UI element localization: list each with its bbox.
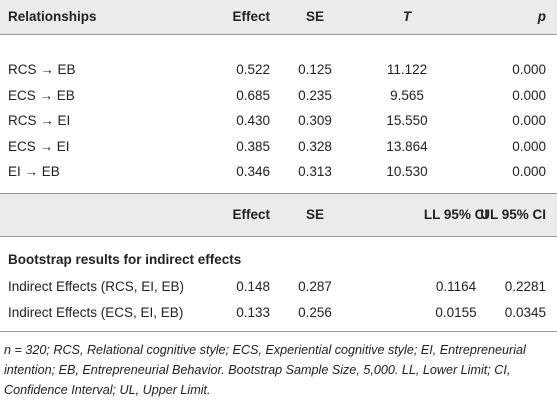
table-cell: 0.000 — [512, 164, 546, 179]
table-cell: ECS → EB — [8, 87, 75, 103]
table-cell: 0.309 — [298, 113, 332, 128]
table-cell: RCS → EB — [8, 62, 76, 77]
table-cell: 0.685 — [236, 87, 270, 103]
section-title: Bootstrap results for indirect effects — [8, 252, 242, 267]
subheader-cell: SE — [305, 207, 325, 222]
header-cell: T — [402, 9, 412, 24]
subheader-band — [0, 194, 557, 236]
subheader-cell: UL 95% CI — [480, 207, 546, 222]
table-cell: Indirect Effects (RCS, EI, EB) — [8, 279, 185, 294]
table-cell: EI → EB — [8, 164, 60, 179]
table-cell: 0.000 — [512, 138, 546, 154]
table-cell: 13.864 — [386, 138, 428, 154]
table-cell: RCS → EI — [8, 113, 71, 128]
footnote: n = 320; RCS, Relational cognitive style… — [4, 343, 526, 397]
header-cell: Effect — [232, 9, 270, 24]
table-cell: 10.530 — [386, 164, 428, 179]
subheader-cell: LL 95% CI — [423, 207, 489, 222]
table-cell: 0.346 — [236, 164, 270, 179]
table-cell: 9.565 — [390, 87, 424, 103]
header-cell: p — [537, 9, 546, 24]
table-cell: ECS → EI — [8, 138, 70, 154]
header-cell: Relationships — [8, 9, 97, 24]
table-cell: 0.328 — [298, 138, 332, 154]
table-cell: 0.0155 — [435, 305, 477, 320]
table-cell: 0.385 — [236, 138, 270, 154]
table-cell: 0.235 — [298, 87, 332, 103]
subheader-cell: Effect — [232, 207, 270, 222]
table-cell: 0.148 — [236, 279, 270, 294]
header-band — [0, 0, 557, 34]
table-cell: 0.125 — [298, 62, 332, 77]
rule — [0, 34, 557, 35]
table-cell: 0.1164 — [435, 279, 477, 294]
table-cell: 0.000 — [512, 87, 546, 103]
rule — [0, 236, 557, 237]
table-cell: 0.522 — [236, 62, 270, 77]
table-cell: 15.550 — [386, 113, 428, 128]
table-cell: 11.122 — [386, 62, 428, 77]
header-cell: SE — [305, 9, 325, 24]
table-cell: 0.287 — [298, 279, 332, 294]
table-cell: 0.000 — [512, 62, 546, 77]
rule — [0, 331, 557, 332]
table-cell: 0.256 — [298, 305, 332, 320]
table-cell: Indirect Effects (ECS, EI, EB) — [8, 305, 184, 320]
table-cell: 0.430 — [236, 113, 270, 128]
rule — [0, 193, 557, 194]
table-cell: 0.313 — [298, 164, 332, 179]
table-cell: 0.2281 — [504, 279, 546, 294]
table-cell: 0.000 — [512, 113, 546, 128]
table-cell: 0.0345 — [504, 305, 546, 320]
table-cell: 0.133 — [236, 305, 270, 320]
